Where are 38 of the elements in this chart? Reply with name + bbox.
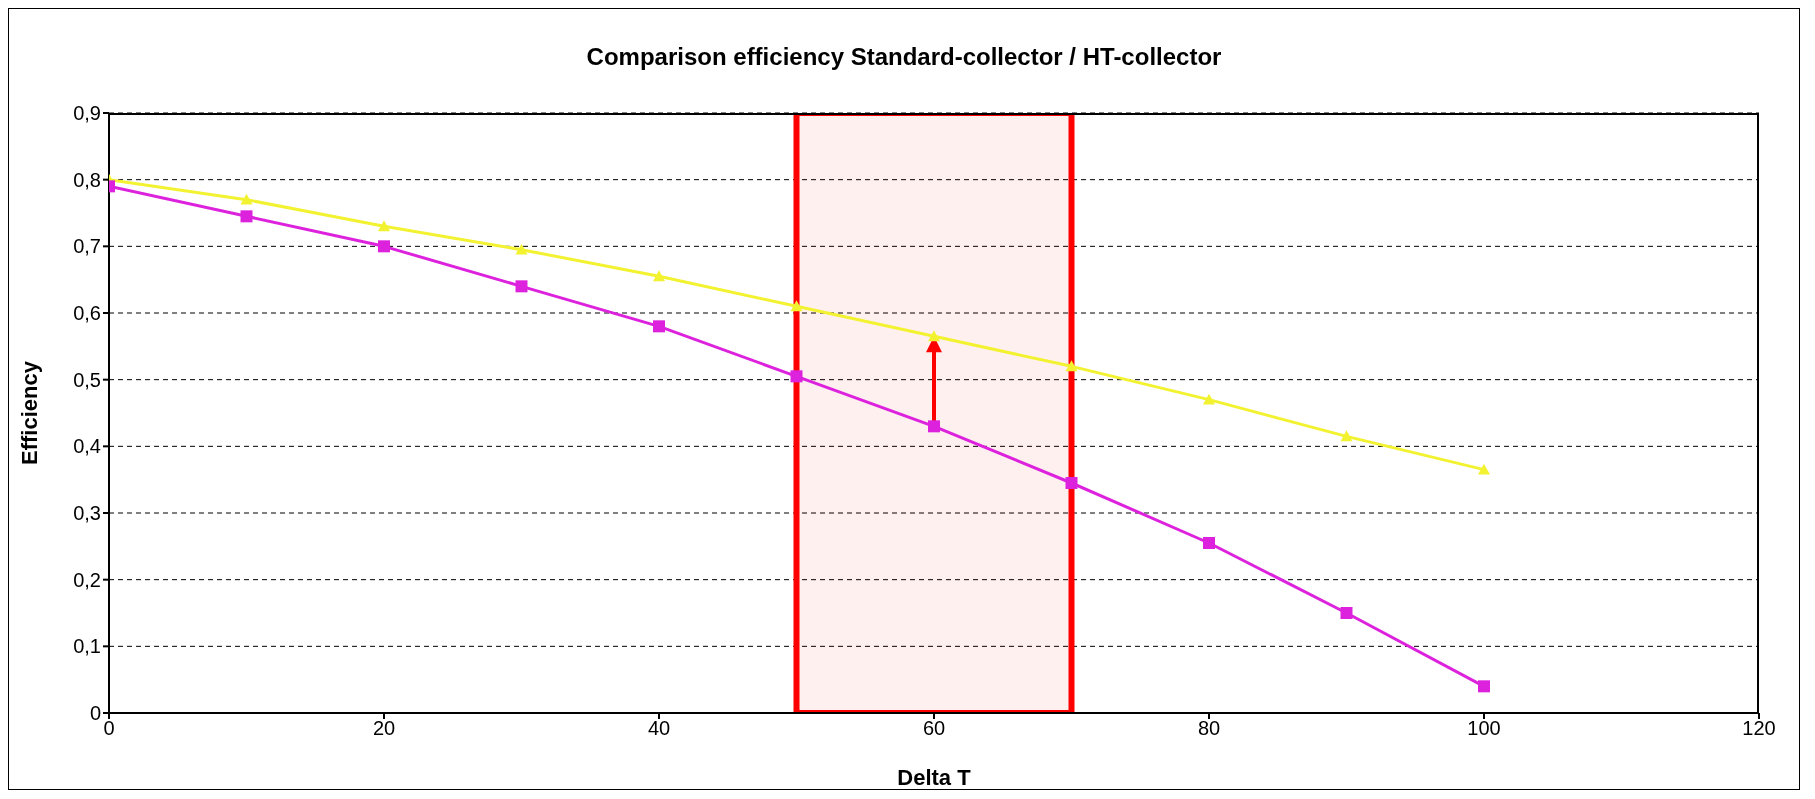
point [1340,607,1353,619]
y-tick-label: 0,5 [73,368,101,391]
point [790,370,803,383]
point [515,243,528,255]
point [378,240,390,253]
point [928,420,940,433]
point [240,193,253,205]
y-tick-label: 0,4 [73,435,101,458]
y-tick-label: 0,3 [73,502,101,525]
point [928,330,940,342]
x-tick-label: 120 [1742,717,1776,740]
point [790,300,803,312]
x-tick-label: 60 [922,717,946,740]
x-axis-title: Delta T [897,765,972,790]
point [1478,680,1490,693]
point [378,220,390,232]
y-tick-label: 0 [89,702,101,725]
point [653,320,665,333]
point [1065,477,1078,489]
y-tick-label: 0,2 [73,568,101,591]
y-tick-label: 0,8 [73,168,101,191]
y-tick-label: 0,6 [73,302,101,325]
y-tick-label: 0,1 [73,635,101,658]
point [1340,430,1353,442]
y-axis-title: Efficiency [16,360,42,465]
x-tick-label: 80 [1197,717,1221,740]
chart-title: Comparison efficiency Standard-collector / HT-collector [585,43,1223,72]
point [240,210,253,223]
y-tick-label: 0,9 [73,102,101,125]
point [1065,360,1078,372]
x-tick-label: 20 [372,717,396,740]
point [1203,537,1215,549]
y-tick-label: 0,7 [73,235,101,258]
point [653,270,665,282]
point [515,280,528,293]
x-tick-label: 100 [1467,717,1501,740]
x-tick-label: 40 [647,717,671,740]
x-tick-label: 0 [103,717,115,740]
